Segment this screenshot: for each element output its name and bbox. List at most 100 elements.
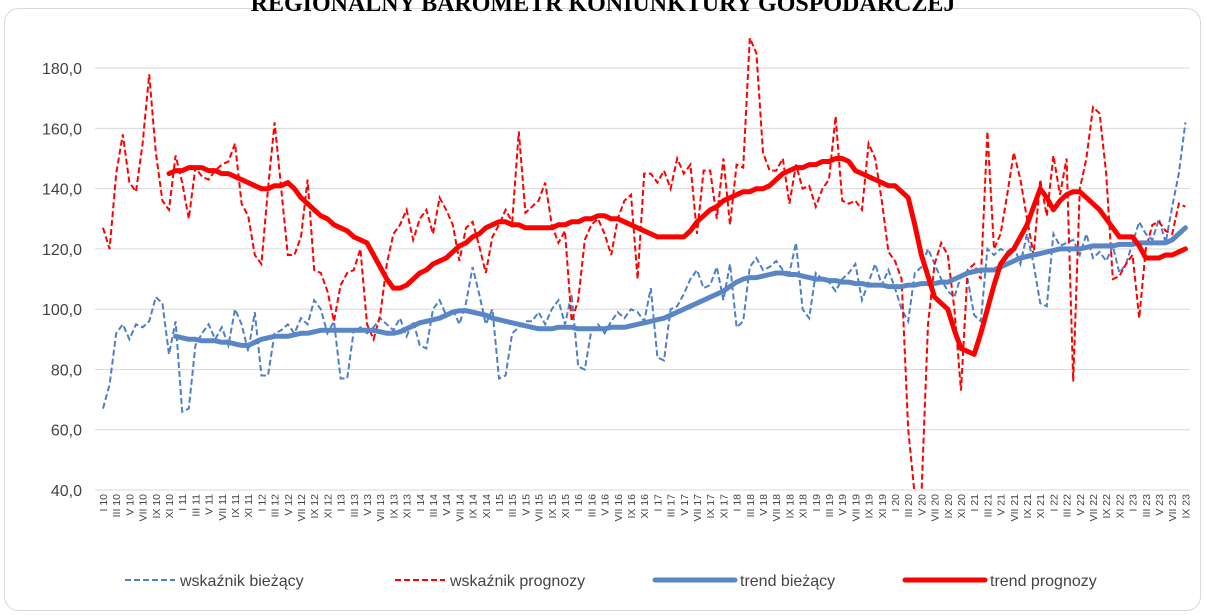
x-tick-label: VII 11 (217, 494, 229, 521)
x-tick-label: III 14 (428, 494, 440, 518)
legend-label: wskaźnik bieżący (179, 573, 304, 590)
x-tick-label: VII 14 (454, 494, 466, 522)
x-tick-label: VII 13 (375, 494, 387, 522)
x-tick-label: I 16 (573, 494, 585, 512)
x-tick-label: VII 19 (850, 494, 862, 522)
x-tick-label: XI 15 (560, 494, 572, 519)
x-tick-label: IX 23 (1180, 494, 1192, 519)
x-tick-label: VII 22 (1088, 494, 1100, 522)
x-tick-label: V 11 (204, 494, 216, 515)
x-tick-label: III 13 (349, 494, 361, 518)
x-tick-label: III 10 (111, 494, 123, 518)
x-tick-label: XI 22 (1114, 494, 1126, 519)
y-tick-label: 40,0 (51, 483, 82, 500)
x-tick-label: XI 11 (243, 494, 255, 518)
series-line (102, 38, 1186, 490)
x-tick-label: IX 11 (230, 494, 242, 518)
x-tick-label: VII 10 (138, 494, 150, 522)
x-tick-label: III 19 (824, 494, 836, 518)
x-tick-label: XI 10 (164, 494, 176, 519)
y-tick-label: 180,0 (42, 61, 82, 78)
legend-label: trend prognozy (990, 573, 1097, 590)
x-tick-label: XI 14 (481, 494, 493, 519)
x-tick-label: III 18 (745, 494, 757, 518)
x-tick-label: IX 22 (1101, 494, 1113, 519)
chart-title: REGIONALNY BAROMETR KONIUNKTURY GOSPODAR… (251, 0, 956, 17)
x-tick-label: I 13 (336, 494, 348, 512)
x-tick-label: I 14 (415, 494, 427, 512)
x-tick-label: III 17 (666, 494, 678, 518)
x-tick-label: V 15 (520, 494, 532, 516)
x-tick-label: V 23 (1154, 494, 1166, 516)
legend-label: trend bieżący (740, 573, 835, 590)
x-tick-label: I 10 (98, 494, 110, 512)
x-tick-label: IX 18 (784, 494, 796, 519)
x-tick-label: XI 16 (639, 494, 651, 519)
x-tick-label: III 23 (1141, 494, 1153, 518)
series-line (173, 225, 1188, 348)
y-tick-label: 160,0 (42, 121, 82, 138)
x-tick-label: IX 20 (943, 494, 955, 519)
x-tick-label: I 22 (1048, 494, 1060, 512)
x-tick-label: V 16 (600, 494, 612, 516)
x-tick-label: XI 18 (798, 494, 810, 519)
x-tick-label: I 12 (256, 494, 268, 512)
x-tick-label: I 23 (1128, 494, 1140, 512)
x-tick-label: V 19 (837, 494, 849, 516)
x-tick-label: V 12 (283, 494, 295, 516)
x-tick-label: I 19 (811, 494, 823, 512)
x-tick-label: III 12 (270, 494, 282, 518)
x-tick-label: V 14 (441, 494, 453, 516)
x-tick-label: VII 15 (534, 494, 546, 522)
x-tick-label: V 22 (1075, 494, 1087, 516)
x-tick-label: V 18 (758, 494, 770, 516)
x-tick-label: IX 15 (547, 494, 559, 519)
y-tick-label: 60,0 (51, 423, 82, 440)
x-tick-label: III 20 (903, 494, 915, 518)
y-tick-label: 120,0 (42, 242, 82, 259)
x-tick-label: XI 17 (718, 494, 730, 519)
x-tick-label: III 16 (586, 494, 598, 518)
y-tick-label: 140,0 (42, 182, 82, 199)
x-tick-label: V 13 (362, 494, 374, 516)
y-tick-label: 80,0 (51, 362, 82, 379)
x-tick-label: VII 18 (771, 494, 783, 522)
x-tick-label: III 11 (190, 494, 202, 517)
x-tick-label: VII 23 (1167, 494, 1179, 522)
x-tick-label: I 20 (890, 494, 902, 512)
x-tick-label: XI 21 (1035, 494, 1047, 519)
y-tick-label: 100,0 (42, 302, 82, 319)
x-tick-label: I 18 (732, 494, 744, 512)
series-line (166, 156, 1188, 357)
x-tick-label: IX 12 (309, 494, 321, 519)
x-tick-label: III 15 (507, 494, 519, 518)
x-tick-label: III 22 (1062, 494, 1074, 518)
x-tick-label: V 20 (916, 494, 928, 516)
x-tick-label: IX 14 (468, 494, 480, 519)
x-tick-label: VII 17 (692, 494, 704, 522)
x-tick-label: XI 13 (402, 494, 414, 519)
x-tick-label: III 21 (982, 494, 994, 518)
x-tick-label: V 17 (679, 494, 691, 516)
x-tick-label: IX 13 (388, 494, 400, 519)
x-tick-label: I 21 (969, 494, 981, 512)
x-tick-label: I 17 (652, 494, 664, 512)
x-tick-label: IX 17 (705, 494, 717, 519)
x-tick-label: XI 12 (322, 494, 334, 519)
x-tick-label: VII 21 (1009, 494, 1021, 522)
x-tick-label: IX 21 (1022, 494, 1034, 519)
x-tick-label: IX 10 (151, 494, 163, 519)
x-tick-label: V 21 (996, 494, 1008, 516)
x-tick-label: I 11 (177, 494, 189, 511)
x-tick-label: IX 19 (864, 494, 876, 519)
x-tick-label: VII 16 (613, 494, 625, 522)
x-tick-label: XI 20 (956, 494, 968, 519)
x-tick-label: XI 19 (877, 494, 889, 519)
x-tick-label: I 15 (494, 494, 506, 512)
legend-label: wskaźnik prognozy (449, 573, 585, 590)
x-tick-label: IX 16 (626, 494, 638, 519)
x-tick-label: V 10 (124, 494, 136, 516)
x-tick-label: VII 12 (296, 494, 308, 522)
x-tick-label: VII 20 (930, 494, 942, 522)
